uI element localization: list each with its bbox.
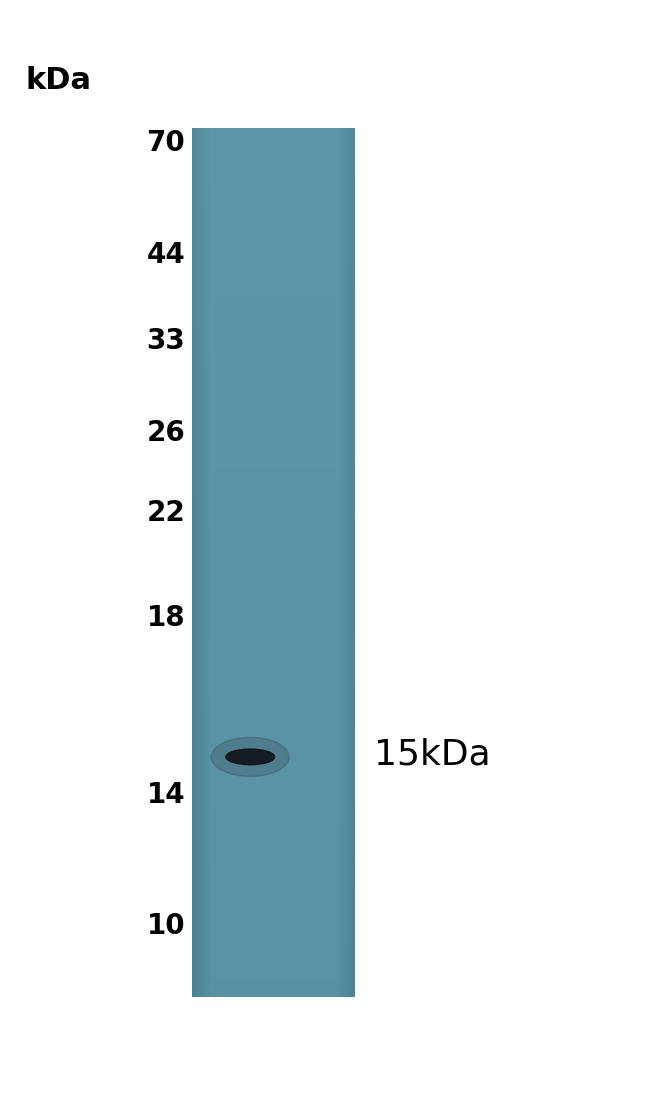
Ellipse shape xyxy=(211,738,289,776)
Text: 44: 44 xyxy=(146,240,185,269)
Text: 22: 22 xyxy=(146,499,185,528)
Text: 18: 18 xyxy=(147,604,185,633)
Text: 70: 70 xyxy=(146,129,185,158)
Ellipse shape xyxy=(226,749,274,765)
Text: 10: 10 xyxy=(147,911,185,940)
Text: 26: 26 xyxy=(146,418,185,447)
Text: 33: 33 xyxy=(146,326,185,356)
Text: kDa: kDa xyxy=(26,66,92,95)
Text: 15kDa: 15kDa xyxy=(374,738,490,771)
Text: 14: 14 xyxy=(147,780,185,809)
